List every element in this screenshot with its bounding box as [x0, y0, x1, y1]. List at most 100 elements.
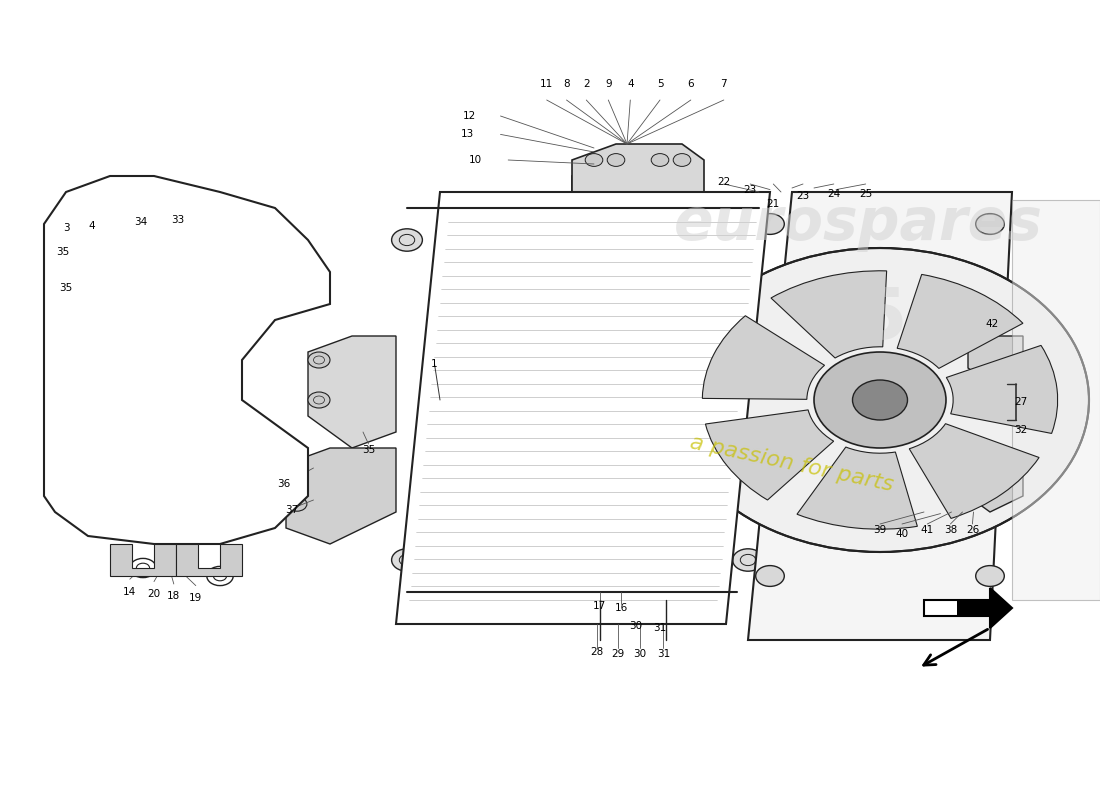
- Text: 24: 24: [827, 190, 840, 199]
- Text: 27: 27: [1014, 397, 1027, 406]
- Polygon shape: [957, 588, 1012, 628]
- Circle shape: [671, 248, 1089, 552]
- Text: 26: 26: [966, 525, 979, 534]
- Circle shape: [287, 457, 307, 471]
- Circle shape: [976, 566, 1004, 586]
- Circle shape: [287, 497, 307, 511]
- Polygon shape: [1012, 200, 1100, 600]
- Circle shape: [669, 586, 695, 606]
- Circle shape: [68, 282, 86, 294]
- Polygon shape: [968, 464, 1023, 512]
- Bar: [572, 176, 682, 224]
- Circle shape: [308, 352, 330, 368]
- Circle shape: [207, 566, 233, 586]
- Text: 4: 4: [88, 221, 95, 230]
- Circle shape: [852, 380, 907, 420]
- Polygon shape: [572, 144, 704, 192]
- Text: 18: 18: [167, 591, 180, 601]
- Circle shape: [733, 549, 763, 571]
- Circle shape: [308, 392, 330, 408]
- Circle shape: [108, 238, 123, 250]
- Circle shape: [976, 214, 1004, 234]
- Text: 36: 36: [277, 479, 290, 489]
- Text: 40: 40: [895, 530, 909, 539]
- Polygon shape: [968, 336, 1023, 384]
- Text: 28: 28: [591, 647, 604, 657]
- Polygon shape: [924, 588, 1012, 628]
- Text: 30: 30: [634, 650, 647, 659]
- Polygon shape: [396, 192, 770, 624]
- Text: 32: 32: [1014, 426, 1027, 435]
- Text: 34: 34: [134, 218, 147, 227]
- Circle shape: [585, 154, 603, 166]
- Wedge shape: [705, 410, 834, 500]
- Circle shape: [608, 602, 635, 622]
- Text: 25: 25: [859, 190, 872, 199]
- Text: 19: 19: [189, 594, 202, 603]
- Text: 11: 11: [540, 79, 553, 89]
- Text: 3: 3: [63, 223, 69, 233]
- Text: 13: 13: [461, 130, 474, 139]
- Circle shape: [91, 242, 107, 254]
- Polygon shape: [110, 544, 176, 576]
- Text: 16: 16: [615, 603, 628, 613]
- Text: 38: 38: [944, 525, 957, 534]
- Text: 22: 22: [717, 178, 730, 187]
- Text: 23: 23: [744, 186, 757, 195]
- Text: 7: 7: [720, 79, 727, 89]
- Text: 9: 9: [605, 79, 612, 89]
- Text: 85: 85: [807, 286, 909, 354]
- Text: 37: 37: [285, 506, 298, 515]
- Text: 33: 33: [172, 215, 185, 225]
- Polygon shape: [286, 448, 396, 544]
- Circle shape: [603, 586, 629, 606]
- Text: 30: 30: [629, 621, 642, 630]
- Text: 21: 21: [767, 199, 780, 209]
- Circle shape: [756, 566, 784, 586]
- Text: 12: 12: [463, 111, 476, 121]
- Polygon shape: [748, 192, 1012, 640]
- Text: 35: 35: [362, 445, 375, 454]
- Text: 14: 14: [123, 587, 136, 597]
- Polygon shape: [308, 336, 396, 448]
- Text: 2: 2: [583, 79, 590, 89]
- Circle shape: [607, 154, 625, 166]
- Circle shape: [673, 154, 691, 166]
- Circle shape: [134, 354, 174, 382]
- Wedge shape: [798, 447, 917, 529]
- Circle shape: [392, 229, 422, 251]
- Circle shape: [814, 352, 946, 448]
- Wedge shape: [910, 424, 1040, 518]
- Text: 23: 23: [796, 191, 810, 201]
- Circle shape: [756, 214, 784, 234]
- Circle shape: [392, 549, 422, 571]
- Text: 39: 39: [873, 525, 887, 534]
- Text: eurospares: eurospares: [673, 195, 1043, 253]
- Text: 35: 35: [56, 247, 69, 257]
- Bar: [591, 580, 608, 600]
- Text: 17: 17: [593, 601, 606, 610]
- Circle shape: [733, 229, 763, 251]
- Polygon shape: [44, 176, 330, 544]
- Bar: [657, 580, 674, 600]
- Wedge shape: [946, 346, 1057, 434]
- Polygon shape: [176, 544, 242, 576]
- Circle shape: [90, 250, 108, 262]
- Circle shape: [130, 558, 156, 578]
- Circle shape: [651, 154, 669, 166]
- Text: 4: 4: [627, 79, 634, 89]
- Text: 31: 31: [657, 650, 670, 659]
- Polygon shape: [632, 603, 654, 621]
- Circle shape: [124, 234, 140, 246]
- Text: 35: 35: [59, 283, 73, 293]
- Text: 10: 10: [469, 155, 482, 165]
- Text: 29: 29: [612, 650, 625, 659]
- Text: 1: 1: [431, 359, 438, 369]
- Text: 5: 5: [657, 79, 663, 89]
- Text: 6: 6: [688, 79, 694, 89]
- Wedge shape: [898, 274, 1023, 369]
- Text: 31: 31: [653, 623, 667, 633]
- Wedge shape: [703, 316, 825, 399]
- Text: a passion for parts: a passion for parts: [689, 433, 895, 495]
- Text: 20: 20: [147, 589, 161, 598]
